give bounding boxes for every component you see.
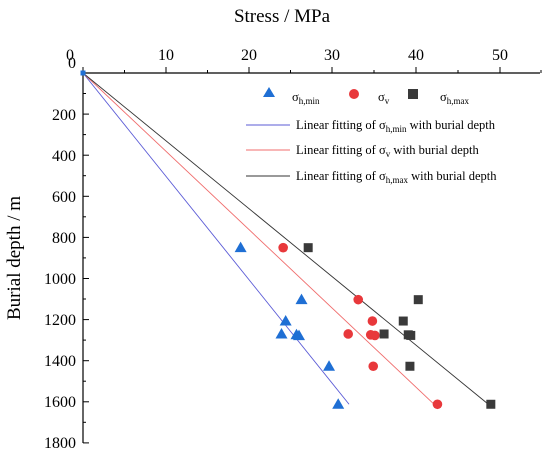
y-tick: 400 xyxy=(52,148,89,165)
x-tick-label: 10 xyxy=(158,47,174,64)
y-tick: 1600 xyxy=(44,394,89,411)
y-tick-label: 1800 xyxy=(44,435,76,452)
x-tick: 10 xyxy=(158,47,174,73)
fit-line-v xyxy=(82,72,435,405)
data-point-v xyxy=(432,399,443,410)
y-minor-ticks xyxy=(83,93,86,423)
x-tick-label: 0 xyxy=(66,47,74,64)
data-markers xyxy=(80,70,496,410)
x-minor-ticks xyxy=(124,70,542,73)
x-tick-label: 30 xyxy=(324,47,340,64)
data-point-h-min xyxy=(279,315,292,326)
data-point-v xyxy=(278,242,288,253)
legend-triangle-marker xyxy=(263,87,275,97)
x-tick-label: 40 xyxy=(408,47,424,64)
legend: σh,min σv σh,max Linear fitting of σh,mi… xyxy=(246,87,497,185)
data-point-h-min xyxy=(234,241,247,253)
legend-label-h-max: σh,max xyxy=(440,90,469,106)
x-tick-label: 20 xyxy=(241,47,257,64)
y-tick-label: 1600 xyxy=(44,394,76,411)
legend-label-v: σv xyxy=(378,90,390,106)
data-point-h-min xyxy=(275,327,288,339)
legend-fit-label-v: Linear fitting of σv with burial depth xyxy=(296,143,479,159)
y-tick-label: 1000 xyxy=(44,271,76,288)
y-tick-label-origin: 0 xyxy=(68,55,76,72)
y-tick: 1800 xyxy=(44,435,89,452)
data-point-h-max xyxy=(406,330,416,340)
y-tick-label: 200 xyxy=(52,107,76,124)
data-point-h-min xyxy=(323,360,336,371)
y-tick-label: 400 xyxy=(52,148,76,165)
y-tick: 600 xyxy=(52,189,89,206)
data-point-h-max xyxy=(379,329,389,339)
data-point-h-max xyxy=(405,361,415,371)
y-axis-title: Burial depth / m xyxy=(4,196,25,320)
data-point-h-min xyxy=(332,398,345,409)
y-tick-label: 800 xyxy=(52,230,76,247)
y-tick: 1200 xyxy=(44,312,89,329)
y-tick-label: 1400 xyxy=(44,353,76,370)
x-tick: 40 xyxy=(408,47,424,73)
x-axis-title: Stress / MPa xyxy=(234,6,331,27)
legend-circle-marker xyxy=(349,89,359,99)
x-tick: 30 xyxy=(324,47,340,73)
legend-label-h-min: σh,min xyxy=(292,90,320,106)
legend-square-marker xyxy=(408,89,418,99)
data-point-v xyxy=(343,329,354,339)
legend-fit-label-h-max: Linear fitting of σh,max with burial dep… xyxy=(296,169,497,185)
y-tick-label: 1200 xyxy=(44,312,76,329)
data-point-h-max xyxy=(413,295,423,305)
y-tick: 1000 xyxy=(44,271,89,288)
data-point-h-min xyxy=(293,329,306,341)
x-tick: 20 xyxy=(241,47,257,73)
data-point-h-max xyxy=(303,243,313,253)
y-tick-label: 600 xyxy=(52,189,76,206)
data-point-v xyxy=(353,294,364,305)
data-point-h-max xyxy=(486,399,496,409)
fit-line-h-max xyxy=(82,72,489,405)
data-point-h-min xyxy=(295,293,308,305)
x-tick-label: 50 xyxy=(492,47,508,64)
data-point-v xyxy=(370,330,380,341)
fit-line-h-min xyxy=(82,72,350,405)
legend-fit-label-h-min: Linear fitting of σh,min with burial dep… xyxy=(296,118,496,134)
data-point-v xyxy=(367,316,378,326)
y-tick: 1400 xyxy=(44,353,89,370)
data-point-h-max xyxy=(398,316,408,326)
x-tick: 50 xyxy=(492,47,508,73)
y-tick: 800 xyxy=(52,230,89,247)
origin-marker xyxy=(80,70,86,76)
data-point-v xyxy=(368,361,379,372)
y-tick: 200 xyxy=(52,107,89,124)
